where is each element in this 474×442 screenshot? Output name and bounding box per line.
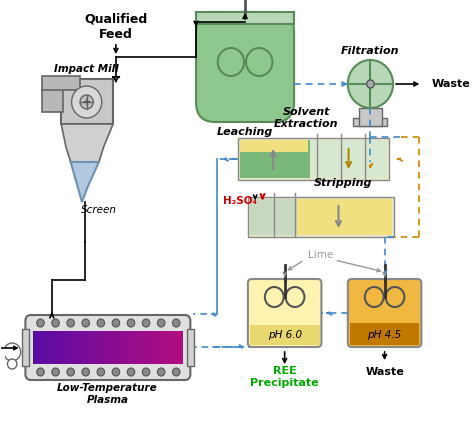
Bar [240,140,308,152]
Circle shape [52,319,59,327]
Circle shape [67,368,74,376]
Circle shape [365,287,383,307]
Circle shape [348,60,393,108]
Text: pH 4.5: pH 4.5 [367,330,401,340]
Circle shape [246,48,273,76]
Bar [196,12,294,24]
Polygon shape [71,162,99,202]
Circle shape [36,368,44,376]
Bar [238,138,389,180]
Circle shape [173,368,180,376]
Text: Impact Mill: Impact Mill [55,64,119,74]
FancyBboxPatch shape [26,315,191,380]
Bar [240,140,310,178]
Circle shape [385,287,404,307]
FancyBboxPatch shape [248,279,321,347]
Circle shape [4,343,21,361]
Text: Stripping: Stripping [314,178,372,188]
Text: Qualified
Feed: Qualified Feed [84,13,147,41]
Circle shape [52,368,59,376]
Circle shape [218,48,244,76]
Bar [354,118,387,126]
Circle shape [8,359,17,369]
Circle shape [112,368,119,376]
Circle shape [82,368,90,376]
Bar [187,329,194,366]
Circle shape [82,319,90,327]
Text: Leaching: Leaching [217,127,273,137]
Text: Lime: Lime [308,250,333,260]
Text: Screen: Screen [81,205,117,215]
Text: +: + [82,97,91,107]
Circle shape [97,368,105,376]
Bar [248,197,394,237]
Circle shape [67,319,74,327]
Text: Low-Temperature
Plasma: Low-Temperature Plasma [57,383,158,405]
Circle shape [72,86,102,118]
Circle shape [36,319,44,327]
Circle shape [286,287,304,307]
Bar [250,199,297,235]
Text: Filtration: Filtration [341,46,400,56]
Circle shape [142,368,150,376]
Circle shape [127,319,135,327]
Bar [22,329,29,366]
Bar [61,79,113,124]
Circle shape [80,95,93,109]
Text: Waste: Waste [365,367,404,377]
Circle shape [157,319,165,327]
Polygon shape [61,124,113,162]
Bar [42,76,80,90]
Bar [42,87,63,112]
Bar [310,140,387,178]
Circle shape [367,80,374,88]
Bar [250,325,319,345]
Circle shape [127,368,135,376]
FancyBboxPatch shape [348,279,421,347]
FancyBboxPatch shape [196,12,294,122]
Text: REE
Precipitate: REE Precipitate [250,366,319,388]
Text: Solvent
Extraction: Solvent Extraction [274,107,338,129]
Circle shape [173,319,180,327]
Bar [350,323,419,345]
Bar [297,199,392,235]
Text: H₂SO₄: H₂SO₄ [223,196,257,206]
Circle shape [265,287,284,307]
Circle shape [112,319,119,327]
Circle shape [97,319,105,327]
Circle shape [142,319,150,327]
Text: pH 6.0: pH 6.0 [268,330,302,340]
Circle shape [157,368,165,376]
Text: Waste: Waste [432,79,471,89]
Bar [359,108,382,126]
